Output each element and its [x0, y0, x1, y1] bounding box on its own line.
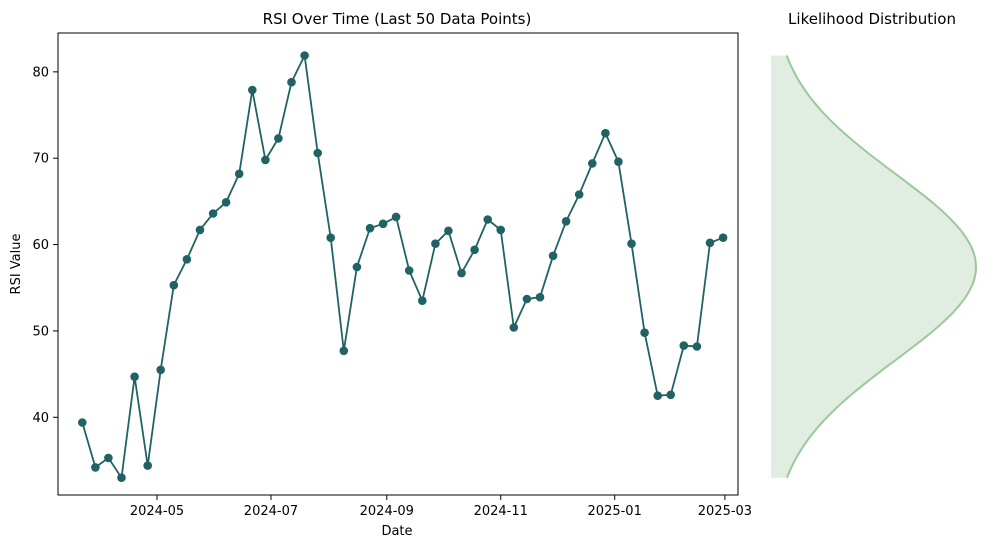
rsi-data-point — [614, 157, 623, 166]
rsi-data-point — [470, 245, 479, 255]
y-tick-label: 40 — [32, 411, 49, 426]
rsi-data-point — [535, 292, 545, 302]
x-tick-label: 2025-03 — [698, 504, 752, 519]
rsi-data-point — [444, 226, 453, 236]
rsi-data-point — [548, 251, 558, 261]
x-tick-label: 2024-11 — [474, 504, 528, 519]
x-tick-label: 2025-01 — [588, 504, 642, 519]
rsi-data-point — [509, 323, 519, 332]
rsi-data-point — [561, 217, 571, 226]
rsi-data-point — [143, 461, 152, 470]
rsi-chart: RSI Over Time (Last 50 Data Points) 2024… — [9, 10, 752, 539]
rsi-data-point — [117, 473, 126, 483]
x-tick-label: 2024-05 — [130, 504, 184, 519]
rsi-data-point — [418, 296, 427, 306]
rsi-data-point — [339, 346, 349, 356]
rsi-data-point — [640, 328, 649, 338]
rsi-data-point — [78, 418, 87, 427]
y-tick-label: 70 — [32, 152, 49, 167]
rsi-data-point — [391, 212, 401, 222]
rsi-data-point — [91, 463, 100, 472]
rsi-data-point — [248, 85, 257, 95]
rsi-data-point — [718, 233, 728, 242]
rsi-data-point — [588, 159, 597, 168]
rsi-data-point — [274, 134, 283, 143]
rsi-data-point — [666, 390, 675, 400]
rsi-data-point — [574, 190, 584, 199]
rsi-data-point — [496, 225, 506, 235]
x-tick-label: 2024-09 — [360, 504, 414, 519]
rsi-data-point — [404, 266, 414, 275]
rsi-data-point — [156, 365, 165, 375]
rsi-data-point — [287, 77, 296, 87]
rsi-data-point — [378, 219, 388, 229]
rsi-series-line — [81, 52, 724, 481]
rsi-data-point — [300, 51, 309, 60]
y-axis: 40 50 60 70 80 — [32, 65, 58, 426]
y-tick-label: 60 — [32, 238, 49, 253]
y-tick-label: 50 — [32, 324, 49, 339]
rsi-data-point — [182, 254, 192, 264]
rsi-plot-frame — [57, 32, 739, 496]
rsi-chart-title: RSI Over Time (Last 50 Data Points) — [263, 10, 532, 28]
rsi-data-point — [679, 341, 689, 350]
rsi-data-point — [692, 342, 702, 351]
rsi-data-point — [221, 198, 231, 207]
rsi-data-point — [169, 280, 179, 290]
x-axis-label: Date — [381, 524, 412, 539]
likelihood-curve — [785, 55, 978, 479]
rsi-series-points — [78, 51, 728, 483]
rsi-data-point — [104, 453, 113, 463]
rsi-data-point — [653, 391, 662, 401]
rsi-data-point — [261, 155, 270, 165]
rsi-data-point — [483, 215, 493, 224]
rsi-data-point — [457, 268, 466, 278]
rsi-data-point — [431, 239, 440, 248]
rsi-data-point — [365, 223, 375, 233]
rsi-data-point — [627, 239, 636, 248]
rsi-data-point — [130, 372, 139, 382]
likelihood-chart-title: Likelihood Distribution — [788, 10, 956, 28]
rsi-data-point — [313, 148, 323, 158]
x-tick-label: 2024-07 — [244, 504, 298, 519]
rsi-data-point — [522, 294, 532, 304]
likelihood-chart: Likelihood Distribution — [771, 10, 978, 479]
rsi-data-point — [208, 209, 218, 218]
rsi-data-point — [352, 262, 362, 272]
x-axis: 2024-05 2024-07 2024-09 2024-11 2025-01 2025-… — [130, 495, 752, 519]
likelihood-fill — [771, 55, 976, 478]
rsi-data-point — [195, 225, 205, 235]
rsi-data-point — [601, 128, 610, 138]
y-tick-label: 80 — [32, 65, 49, 80]
rsi-data-point — [705, 238, 715, 248]
rsi-data-point — [326, 233, 336, 242]
y-axis-label: RSI Value — [9, 234, 24, 295]
rsi-data-point — [234, 169, 244, 179]
